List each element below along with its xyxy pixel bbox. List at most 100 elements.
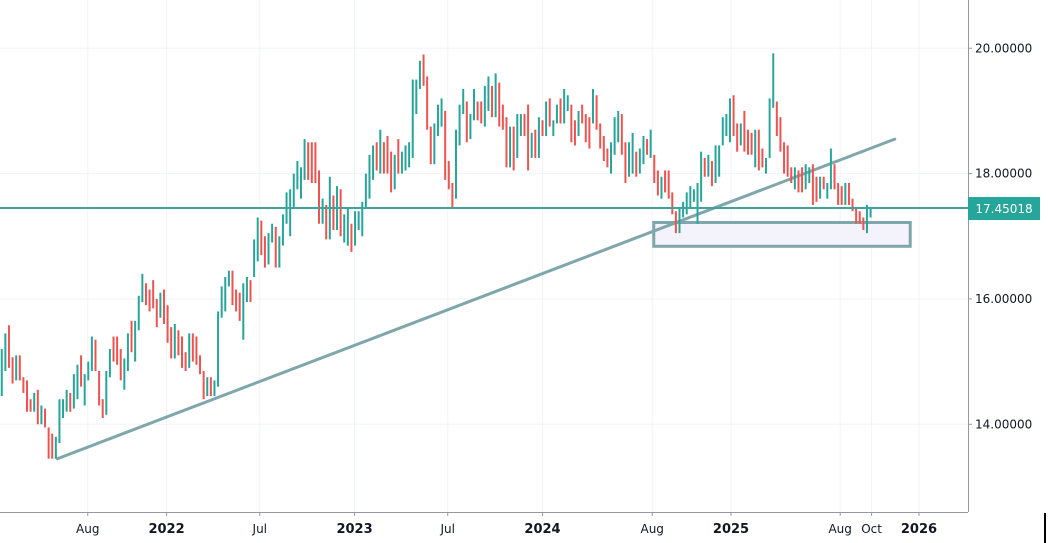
candle-down bbox=[646, 139, 649, 155]
candle-up bbox=[808, 167, 811, 183]
candle-up bbox=[141, 273, 144, 303]
candle-down bbox=[7, 325, 10, 368]
candle-down bbox=[397, 139, 400, 174]
candle-up bbox=[530, 132, 533, 158]
candle-up bbox=[159, 292, 162, 318]
candle-up bbox=[242, 283, 245, 340]
trendline[interactable] bbox=[55, 137, 897, 461]
candle-up bbox=[628, 142, 631, 177]
candle-down bbox=[783, 142, 786, 174]
candle-down bbox=[746, 129, 749, 155]
candle-down bbox=[523, 114, 526, 136]
candle-down bbox=[332, 195, 335, 230]
candle-down bbox=[588, 117, 591, 149]
candle-up bbox=[436, 104, 439, 136]
candle-up bbox=[90, 336, 93, 371]
candle-up bbox=[411, 79, 414, 158]
candle-up bbox=[869, 208, 872, 218]
candle-down bbox=[480, 101, 483, 124]
candle-up bbox=[354, 211, 357, 246]
candle-down bbox=[620, 114, 623, 155]
candle-down bbox=[260, 220, 263, 256]
candle-down bbox=[786, 145, 789, 177]
candle-up bbox=[613, 117, 616, 155]
candle-down bbox=[548, 98, 551, 127]
candle-down bbox=[732, 95, 735, 136]
candle-down bbox=[736, 123, 739, 152]
candle-up bbox=[321, 198, 324, 224]
candle-up bbox=[87, 361, 90, 381]
candle-down bbox=[199, 355, 202, 375]
candle-up bbox=[454, 129, 457, 199]
candle-up bbox=[728, 98, 731, 143]
candle-down bbox=[390, 151, 393, 193]
time-tick-label: Oct bbox=[861, 522, 882, 536]
candle-down bbox=[584, 114, 587, 143]
candle-down bbox=[177, 330, 180, 356]
candle-up bbox=[65, 389, 68, 412]
candle-up bbox=[721, 117, 724, 146]
candle-up bbox=[552, 120, 555, 136]
last-price-label: 17.45018 bbox=[975, 202, 1032, 216]
candle-down bbox=[451, 182, 454, 209]
candle-up bbox=[725, 114, 728, 136]
support-zone-rectangle[interactable] bbox=[652, 220, 912, 248]
candle-up bbox=[368, 154, 371, 199]
time-axis[interactable]: Aug 2022 Jul 2023 Jul 2024 Aug 2025 Aug Oct 2026 bbox=[76, 512, 937, 537]
candle-up bbox=[617, 110, 620, 143]
candle-up bbox=[108, 349, 111, 378]
candle-up bbox=[54, 436, 57, 459]
candle-down bbox=[541, 120, 544, 136]
candle-down bbox=[181, 336, 184, 368]
candle-up bbox=[0, 349, 3, 397]
candle-up bbox=[433, 123, 436, 165]
candle-up bbox=[206, 377, 209, 397]
candle-up bbox=[660, 176, 663, 199]
candle-down bbox=[209, 377, 212, 397]
candle-down bbox=[94, 339, 97, 371]
candle-down bbox=[858, 211, 861, 224]
candle-down bbox=[18, 355, 21, 381]
candle-down bbox=[534, 129, 537, 158]
candle-up bbox=[487, 76, 490, 111]
candle-down bbox=[25, 380, 28, 412]
candle-down bbox=[238, 292, 241, 321]
candle-down bbox=[833, 164, 836, 190]
candle-up bbox=[682, 201, 685, 218]
candle-up bbox=[173, 323, 176, 359]
candle-down bbox=[162, 289, 165, 324]
candle-up bbox=[469, 114, 472, 140]
candle-down bbox=[80, 355, 83, 387]
candle-down bbox=[274, 226, 277, 268]
grid bbox=[0, 0, 968, 512]
candle-down bbox=[581, 104, 584, 124]
candle-up bbox=[772, 53, 775, 108]
candle-up bbox=[566, 95, 569, 111]
candle-down bbox=[202, 370, 205, 400]
candle-up bbox=[700, 151, 703, 202]
candle-up bbox=[33, 392, 36, 412]
candle-down bbox=[801, 167, 804, 193]
candle-up bbox=[829, 148, 832, 190]
candle-up bbox=[754, 129, 757, 168]
candle-up bbox=[76, 364, 79, 400]
candle-up bbox=[292, 173, 295, 209]
candle-down bbox=[170, 327, 173, 359]
candle-down bbox=[101, 399, 104, 418]
candle-down bbox=[671, 192, 674, 215]
candle-up bbox=[224, 276, 227, 312]
candle-up bbox=[739, 123, 742, 146]
price-tick-label: 18.00000 bbox=[975, 167, 1032, 181]
candle-down bbox=[757, 129, 760, 171]
candle-down bbox=[444, 110, 447, 180]
candle-up bbox=[649, 129, 652, 158]
candle-down bbox=[761, 148, 764, 168]
candle-up bbox=[245, 276, 248, 303]
candle-up bbox=[844, 182, 847, 205]
candle-down bbox=[22, 377, 25, 393]
price-axis[interactable]: 20.00000 18.00000 16.00000 14.00000 bbox=[968, 41, 1032, 431]
candle-down bbox=[837, 182, 840, 205]
candle-down bbox=[116, 336, 119, 365]
candle-down bbox=[498, 82, 501, 127]
